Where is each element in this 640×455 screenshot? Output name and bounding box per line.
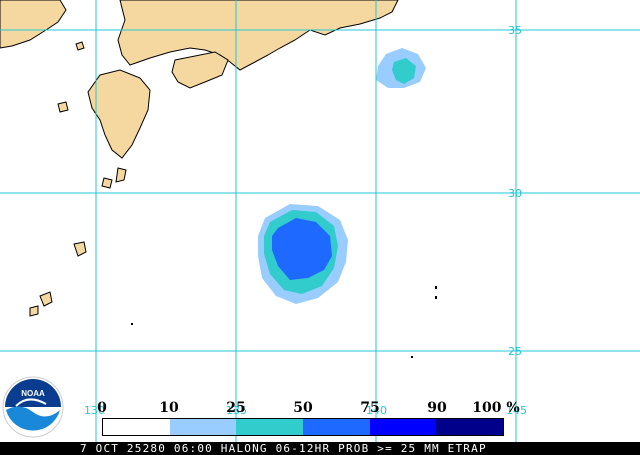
korea-land [0,0,67,49]
legend-swatch-3 [303,419,370,435]
probability-field [258,48,426,304]
lon-label-130: 130 [84,404,105,417]
prob-50-main [272,218,332,280]
island-6 [57,101,69,113]
legend-tick-label: 75 [360,400,380,416]
legend-swatch-2 [236,419,304,435]
caption-bar: 7 OCT 25280 06:00 HALONG 06-12HR PROB >=… [0,442,640,455]
specks [131,286,437,358]
lat-label-35: 35 [508,24,522,37]
legend-tick-label: 90 [427,400,447,416]
map-canvas: 35 30 25 130 135 140 145 [0,0,640,442]
island-5 [29,305,39,317]
legend-swatch-4 [369,419,437,435]
legend-tick-label: 0 [97,400,107,416]
prob-25-north [392,58,416,84]
lat-label-25: 25 [508,345,522,358]
lon-label-135: 135 [226,404,247,417]
island-3 [73,241,87,257]
legend-swatch-1 [169,419,237,435]
legend-tick-label: 25 [226,400,246,416]
lon-label-140: 140 [366,404,387,417]
island-4 [39,291,53,307]
legend-swatch-0 [103,419,170,435]
legend-tick-label: 10 [159,400,179,416]
island-7 [75,41,85,51]
lon-label-145: 145 [506,404,527,417]
island-1 [115,167,127,183]
lat-label-30: 30 [508,187,522,200]
land-masses [0,0,399,317]
legend-swatch-5 [436,419,504,435]
kyushu-land [87,69,151,159]
shikoku-land [171,51,229,89]
noaa-logo-icon: NOAA [2,376,64,438]
probability-legend [102,418,504,436]
legend-tick-label: 100 % [472,400,520,416]
island-2 [101,177,113,189]
noaa-logo-text: NOAA [21,389,45,398]
legend-tick-label: 50 [293,400,313,416]
honshu-land [117,0,399,71]
grid-lines [0,0,640,442]
